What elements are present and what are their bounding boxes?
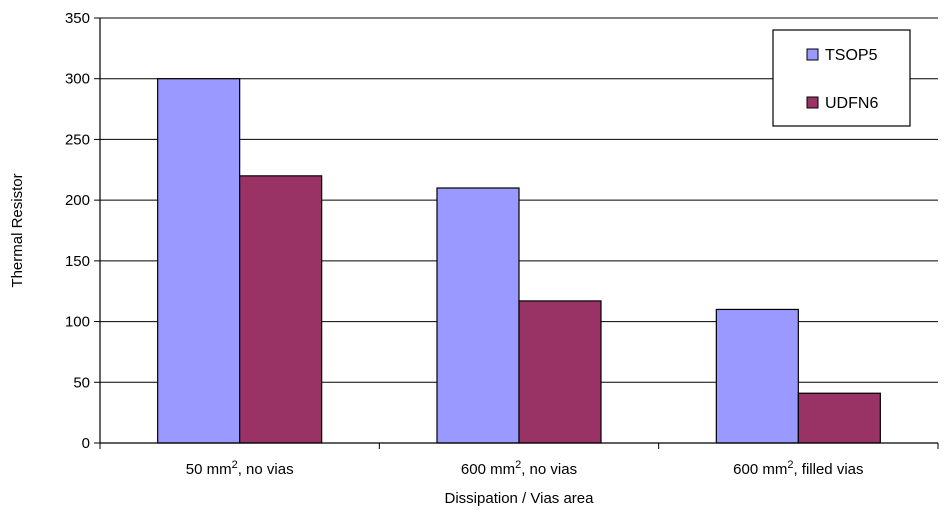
legend-swatch [806,48,819,61]
bar [239,175,323,444]
y-tick-label: 200 [65,192,90,209]
bar [518,300,602,444]
y-tick-label: 300 [65,71,90,88]
y-tick-label: 350 [65,10,90,27]
x-category-labels: 50 mm2, no vias 600 mm2, no vias 600 mm2, … [186,459,864,478]
x-category-label: 600 mm2, no vias [461,459,577,478]
x-category-label: 600 mm2, filled vias [733,459,863,478]
bar [715,308,799,444]
axes [94,17,939,449]
y-axis-title: Thermal Resistor [9,173,26,287]
bar [436,187,520,444]
y-tick-label: 50 [73,374,90,391]
y-tick-labels: 0 50 100 150 200 250 300 350 [65,10,90,452]
y-tick-label: 250 [65,131,90,148]
legend-label: TSOP5 [825,47,878,64]
y-tick-label: 150 [65,253,90,270]
y-tick-label: 100 [65,314,90,331]
legend: TSOP5 UDFN6 [772,29,911,127]
y-tick-label: 0 [82,435,90,452]
bars [157,78,881,444]
bar [157,78,241,444]
bar [797,392,881,444]
legend-swatch [806,96,819,109]
x-axis-title: Dissipation / Vias area [445,490,595,507]
x-category-label: 50 mm2, no vias [186,459,294,478]
legend-label: UDFN6 [825,95,878,112]
legend-box [772,29,911,127]
